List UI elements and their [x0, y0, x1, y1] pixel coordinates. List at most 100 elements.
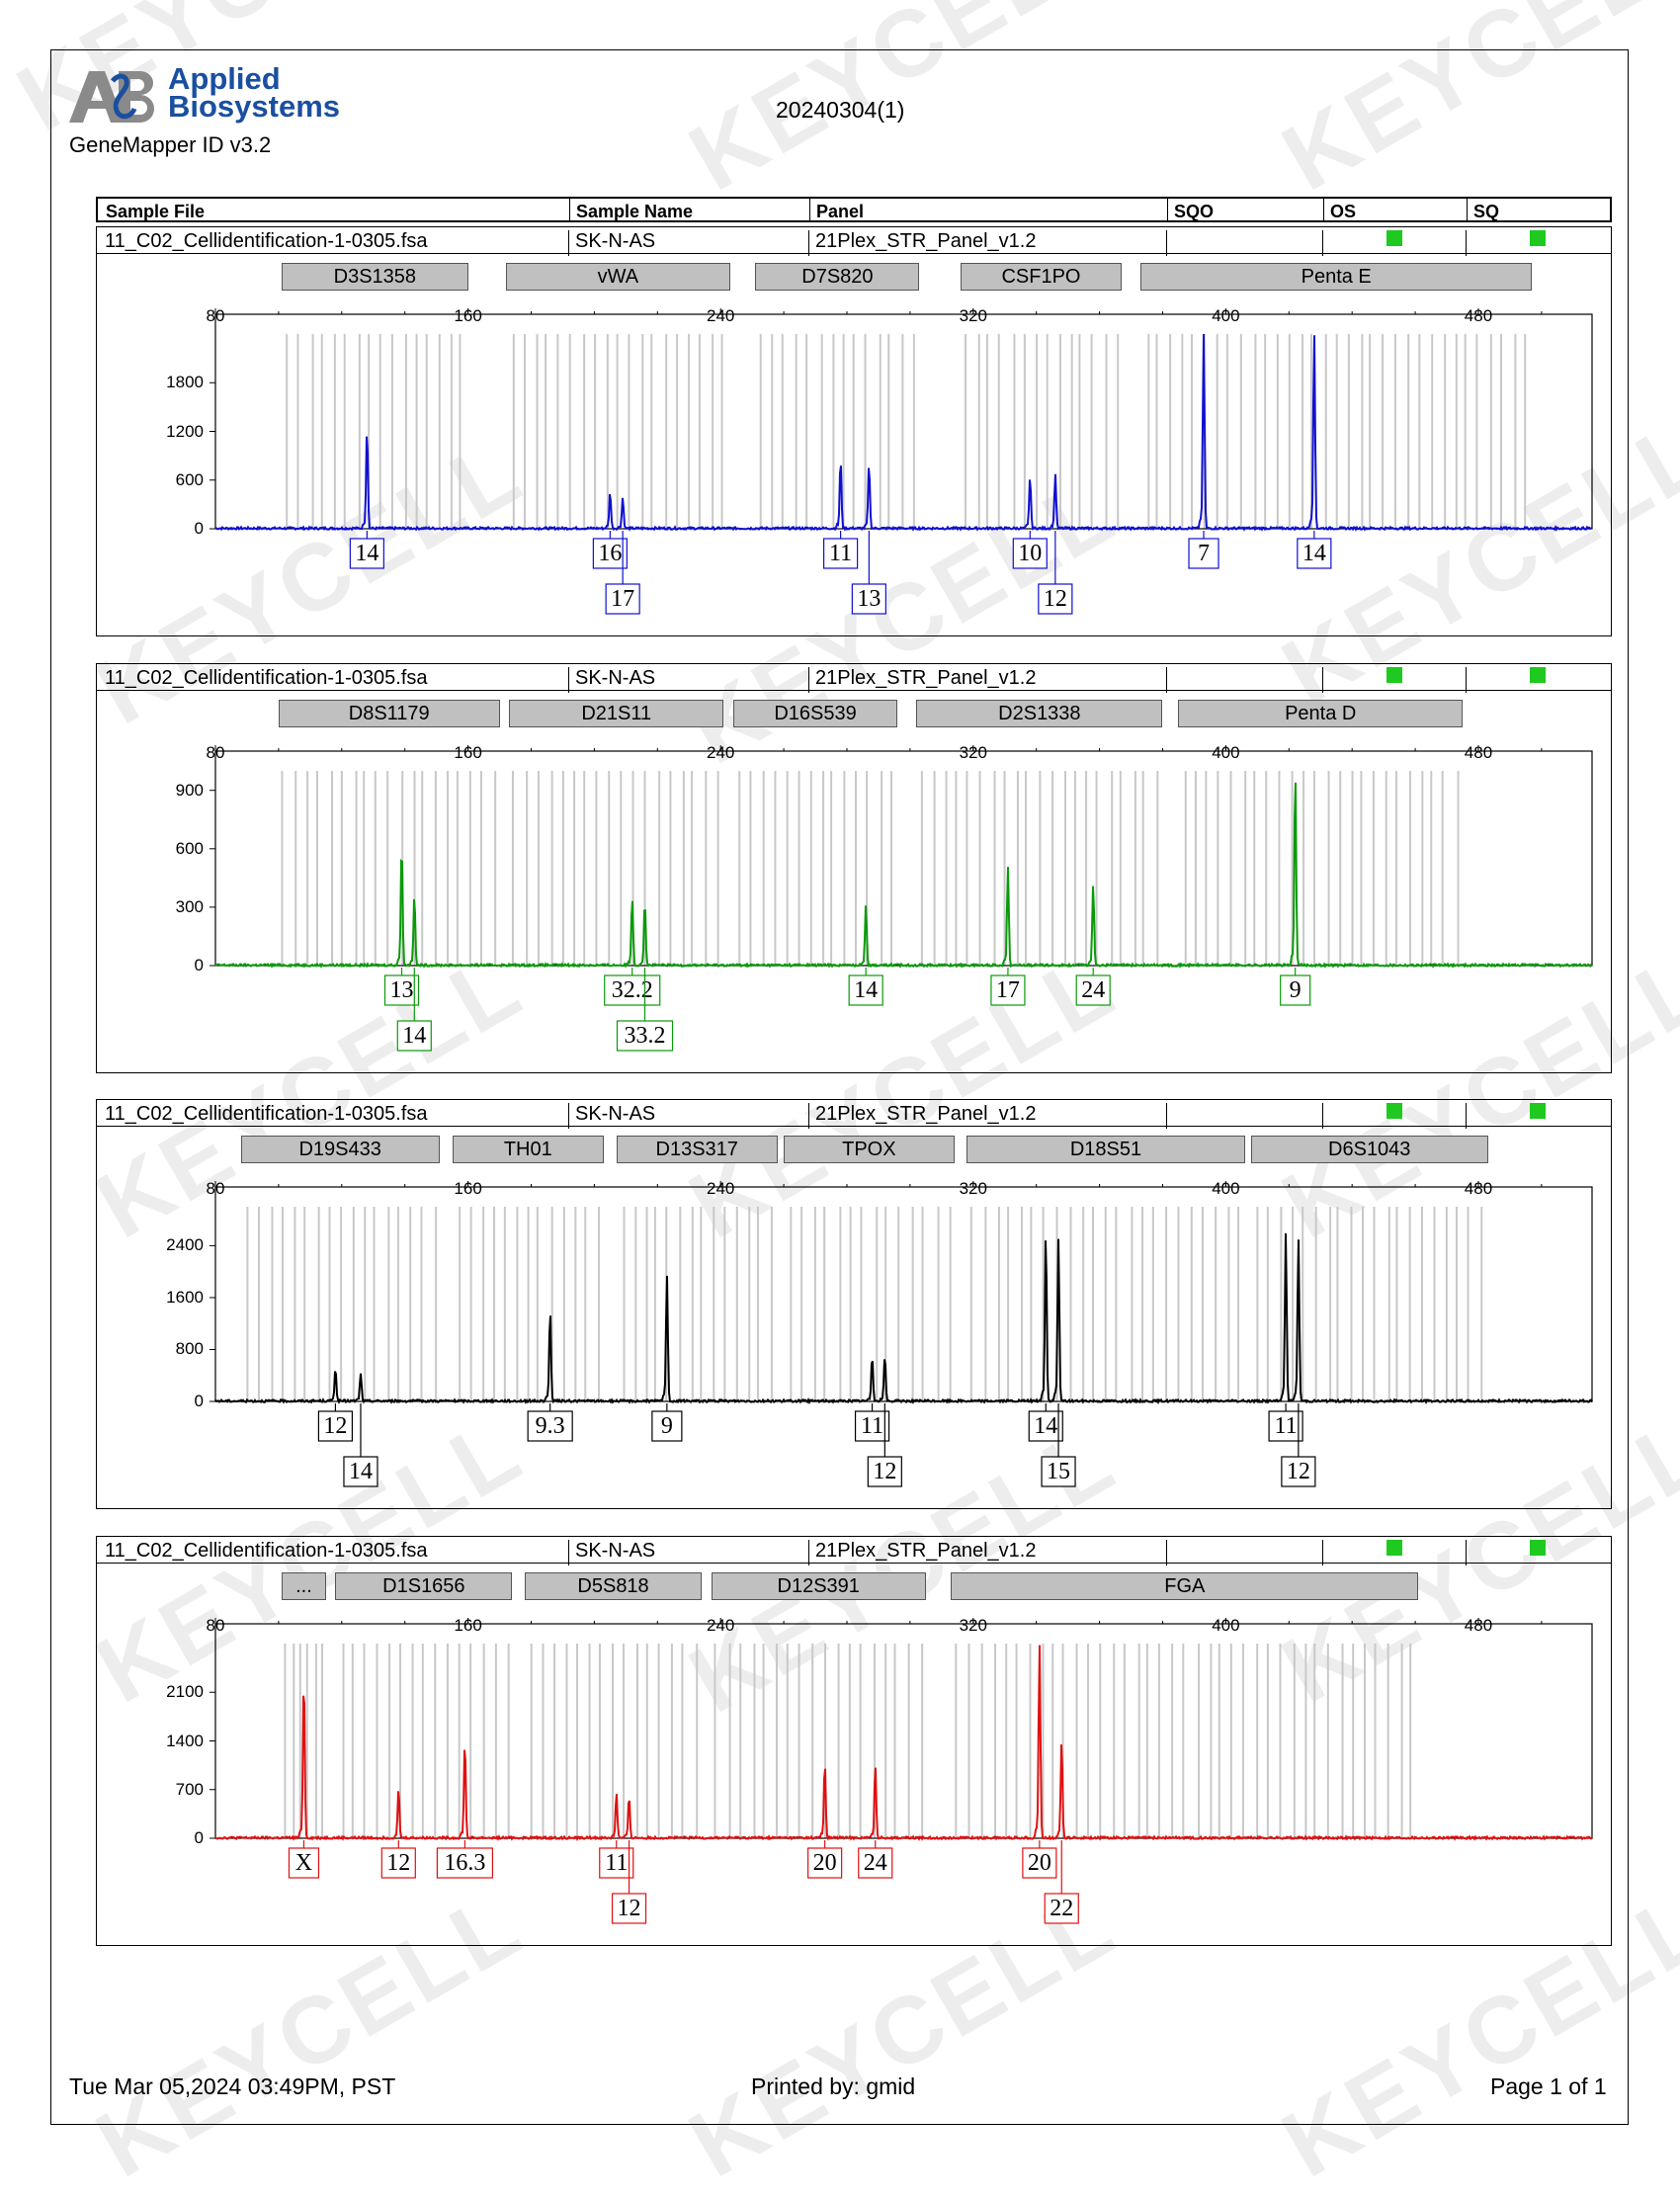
panel-name: 21Plex_STR_Panel_v1.2 [815, 1103, 1037, 1125]
allele-call-box [616, 1020, 674, 1052]
allele-call-label: 13 [857, 586, 881, 612]
allele-call-label: 14 [854, 977, 878, 1003]
allele-call-box [867, 1456, 902, 1487]
allele-call-label: 17 [611, 586, 634, 612]
divider [1322, 230, 1323, 256]
x-tick-label: 480 [1464, 1616, 1493, 1635]
software-version: GeneMapper ID v3.2 [69, 132, 272, 157]
marker-label: D2S1338 [916, 700, 1163, 727]
divider [808, 667, 809, 693]
marker-label: TPOX [784, 1136, 955, 1163]
print-date: Tue Mar 05,2024 03:49PM, PST [69, 2073, 396, 2099]
allele-call-box [1280, 974, 1311, 1006]
column-os: OS [1330, 202, 1357, 221]
divider [1166, 1540, 1167, 1565]
marker-label: CSF1PO [961, 263, 1122, 291]
y-tick-label: 0 [194, 519, 204, 538]
marker-label: D8S1179 [278, 700, 500, 727]
allele-call-label: 15 [1047, 1459, 1070, 1484]
page-frame [50, 49, 1629, 2125]
allele-call-box [851, 583, 886, 615]
allele-call-box [317, 1410, 354, 1442]
allele-call-label: 11 [829, 541, 852, 566]
allele-call-label: 12 [1044, 586, 1067, 612]
divider [808, 230, 809, 256]
allele-call-label: 7 [1198, 541, 1210, 566]
marker-label: Penta E [1140, 263, 1533, 291]
allele-call-box [1012, 538, 1048, 569]
report-title: 20240304(1) [776, 97, 905, 123]
allele-call-box [1075, 974, 1111, 1006]
divider [568, 230, 569, 256]
allele-call-box [611, 1893, 647, 1924]
allele-call-box [396, 1020, 432, 1052]
plot-frame [214, 313, 1593, 530]
sample-name: SK-N-AS [575, 230, 656, 252]
allele-call-label: 12 [1287, 1459, 1310, 1484]
panel-name: 21Plex_STR_Panel_v1.2 [815, 1540, 1037, 1562]
sq-status-indicator [1530, 667, 1546, 683]
marker-label: D13S317 [616, 1136, 778, 1163]
divider [1322, 1540, 1323, 1565]
y-tick-label: 300 [175, 896, 204, 916]
divider [568, 1103, 569, 1129]
page-number: Page 1 of 1 [1490, 2073, 1607, 2099]
column-sqo: SQO [1174, 202, 1215, 221]
printed-by: Printed by: gmid [751, 2073, 916, 2099]
allele-call-label: 14 [402, 1023, 426, 1049]
allele-call-label: X [295, 1850, 312, 1876]
y-tick-label: 1600 [166, 1287, 204, 1307]
y-tick-label: 0 [194, 1392, 204, 1410]
y-tick-label: 0 [194, 956, 204, 974]
allele-call-label: 14 [1034, 1413, 1057, 1439]
x-tick-label: 160 [454, 1179, 482, 1198]
marker-label: D12S391 [711, 1572, 926, 1600]
x-tick-label: 240 [707, 1179, 735, 1198]
marker-label: D6S1043 [1250, 1136, 1488, 1163]
allele-call-label: 20 [1028, 1850, 1051, 1876]
divider [1466, 1103, 1467, 1129]
sample-file-name: 11_C02_Cellidentification-1-0305.fsa [105, 667, 428, 689]
sample-file-name: 11_C02_Cellidentification-1-0305.fsa [105, 1103, 428, 1125]
allele-call-label: 24 [864, 1850, 887, 1876]
panel-name: 21Plex_STR_Panel_v1.2 [815, 230, 1037, 252]
signal-trace [214, 333, 1593, 532]
divider [809, 199, 810, 220]
sq-status-indicator [1530, 1540, 1546, 1556]
column-panel: Panel [816, 202, 865, 221]
brand-name: Applied Biosystems [168, 63, 340, 122]
x-tick-label: 400 [1212, 743, 1240, 762]
allele-call-box [527, 1410, 573, 1442]
allele-call-label: 13 [390, 977, 414, 1003]
marker-label: ... [282, 1572, 326, 1600]
sample-info-row: 11_C02_Cellidentification-1-0305.fsa SK-N… [97, 664, 1611, 693]
marker-label: D7S820 [755, 263, 920, 291]
allele-call-box [343, 1456, 378, 1487]
divider [1466, 230, 1467, 256]
signal-trace [214, 1645, 1593, 1842]
allele-call-label: 16.3 [444, 1850, 485, 1876]
x-tick-label: 320 [959, 743, 987, 762]
sample-info-row: 11_C02_Cellidentification-1-0305.fsa SK-N… [97, 1100, 1611, 1129]
column-sq: SQ [1473, 202, 1500, 221]
allele-call-box [1041, 1456, 1076, 1487]
os-status-indicator [1386, 1103, 1402, 1119]
allele-call-box [823, 538, 859, 569]
allele-call-box [1038, 583, 1073, 615]
marker-label: vWA [505, 263, 730, 291]
electropherogram-panel-blue: 11_C02_Cellidentification-1-0305.fsa SK-N… [96, 226, 1612, 636]
marker-label: D18S51 [966, 1136, 1245, 1163]
allele-call-label: 11 [861, 1413, 883, 1439]
marker-label: D21S11 [509, 700, 724, 727]
divider [568, 1540, 569, 1565]
x-tick-label: 320 [959, 1179, 987, 1198]
allele-call-label: 9.3 [536, 1413, 565, 1439]
x-tick-label: 480 [1464, 1179, 1493, 1198]
marker-label: D5S818 [525, 1572, 702, 1600]
allele-call-box [1028, 1410, 1063, 1442]
os-status-indicator [1386, 230, 1402, 246]
divider [1322, 667, 1323, 693]
allele-call-box [1281, 1456, 1316, 1487]
